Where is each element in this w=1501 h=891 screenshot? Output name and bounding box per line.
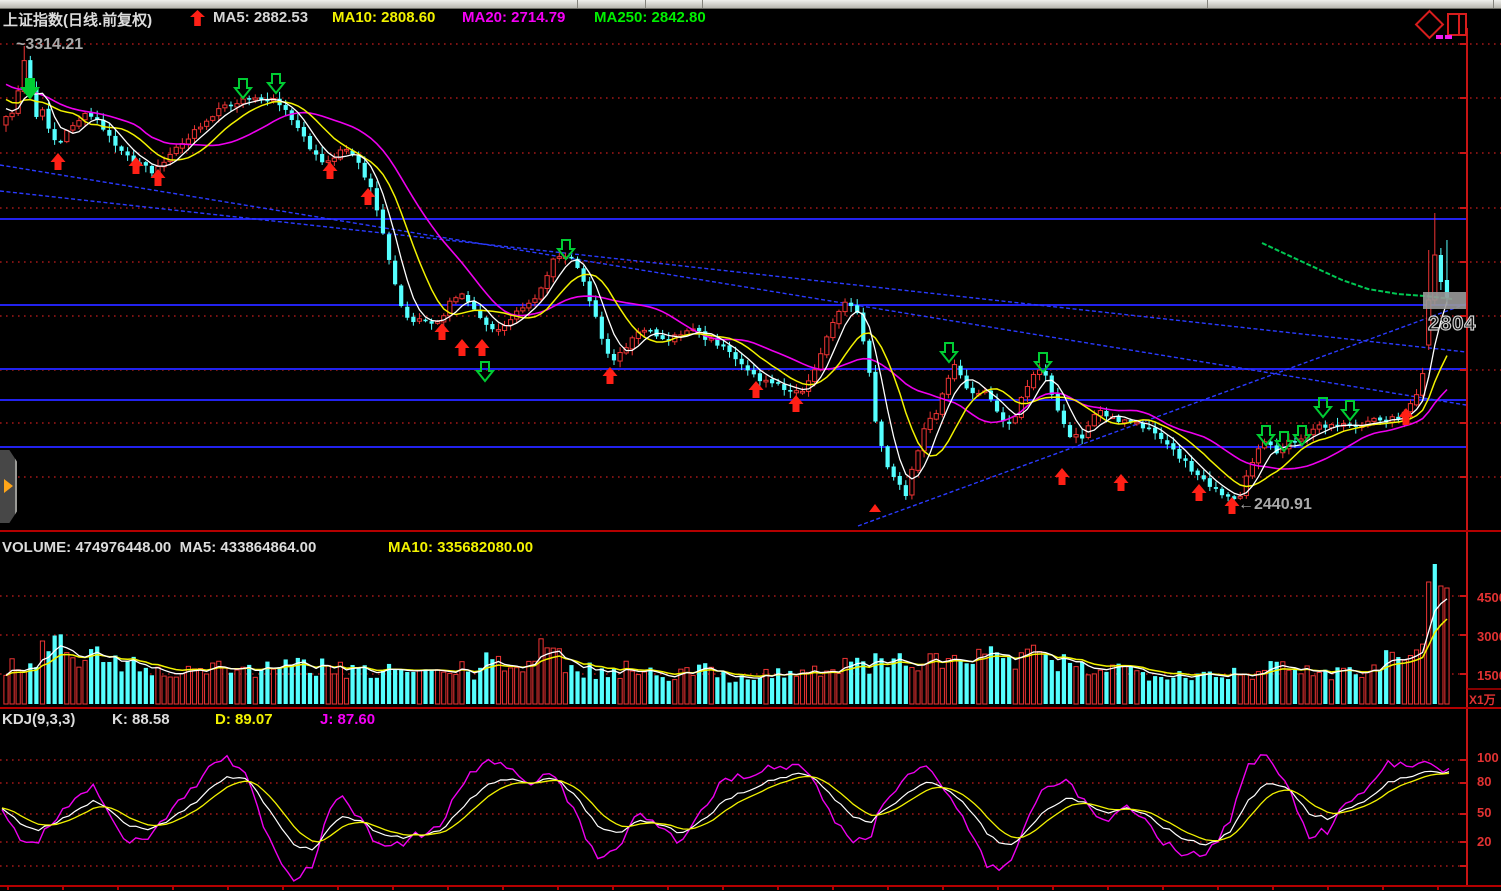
level-lines — [0, 218, 1467, 448]
selection-dash-icon — [1436, 35, 1443, 39]
kdj-title[interactable]: KDJ(9,3,3) — [2, 711, 76, 728]
titlebar-divider — [702, 0, 703, 8]
volume-unit-label: X1万 — [1469, 693, 1496, 707]
kdj-curves — [1, 754, 1450, 882]
titlebar-divider — [1207, 0, 1208, 8]
titlebar-divider — [1493, 0, 1494, 8]
symbol-title[interactable]: 上证指数(日线.前复权) — [3, 12, 153, 29]
high-price-annotation: ~3314.21 — [16, 36, 84, 53]
axis-scale-label: 80 — [1477, 774, 1492, 789]
axis-scale-label: 30000 — [1477, 629, 1501, 644]
signal-arrows — [19, 73, 1467, 514]
sidebar-expand-handle[interactable] — [0, 450, 17, 523]
volume-bars — [3, 564, 1450, 705]
kdj-j-value: J: 87.60 — [320, 711, 376, 728]
kdj-d-value: D: 89.07 — [215, 711, 273, 728]
split-window-icon[interactable] — [1447, 13, 1467, 36]
ma5-value: MA5: 2882.53 — [213, 9, 309, 26]
expand-arrow-icon — [4, 479, 13, 493]
axis-scale-label: 15000 — [1477, 668, 1501, 683]
moving-averages — [5, 83, 1453, 496]
axis-scale-label: 100 — [1477, 750, 1499, 765]
titlebar-divider — [577, 0, 578, 8]
current-price-tag: 2804 — [1427, 312, 1477, 335]
trendlines — [0, 164, 1467, 527]
ma250-value: MA250: 2842.80 — [594, 9, 706, 26]
volume-ma10-value: MA10: 335682080.00 — [388, 539, 534, 556]
ma10-value: MA10: 2808.60 — [332, 9, 436, 26]
axis-frame — [0, 28, 1501, 890]
volume-value: VOLUME: 474976448.00 MA5: 433864864.00 — [2, 539, 317, 556]
last-price-band — [1423, 292, 1467, 309]
split-window-icon-bar — [1458, 15, 1460, 34]
selection-dash-icon — [1445, 35, 1452, 39]
window-titlebar-strip[interactable] — [0, 0, 1501, 9]
kdj-k-value: K: 88.58 — [112, 711, 170, 728]
axis-scale-label: 50 — [1477, 805, 1492, 820]
low-price-annotation: ←2440.91 — [1238, 496, 1312, 513]
titlebar-divider — [645, 0, 646, 8]
candles — [3, 46, 1450, 502]
gridlines — [0, 43, 1501, 867]
axis-scale-label: 20 — [1477, 834, 1492, 849]
ma20-value: MA20: 2714.79 — [462, 9, 566, 26]
axis-scale-label: 45000 — [1477, 590, 1501, 605]
